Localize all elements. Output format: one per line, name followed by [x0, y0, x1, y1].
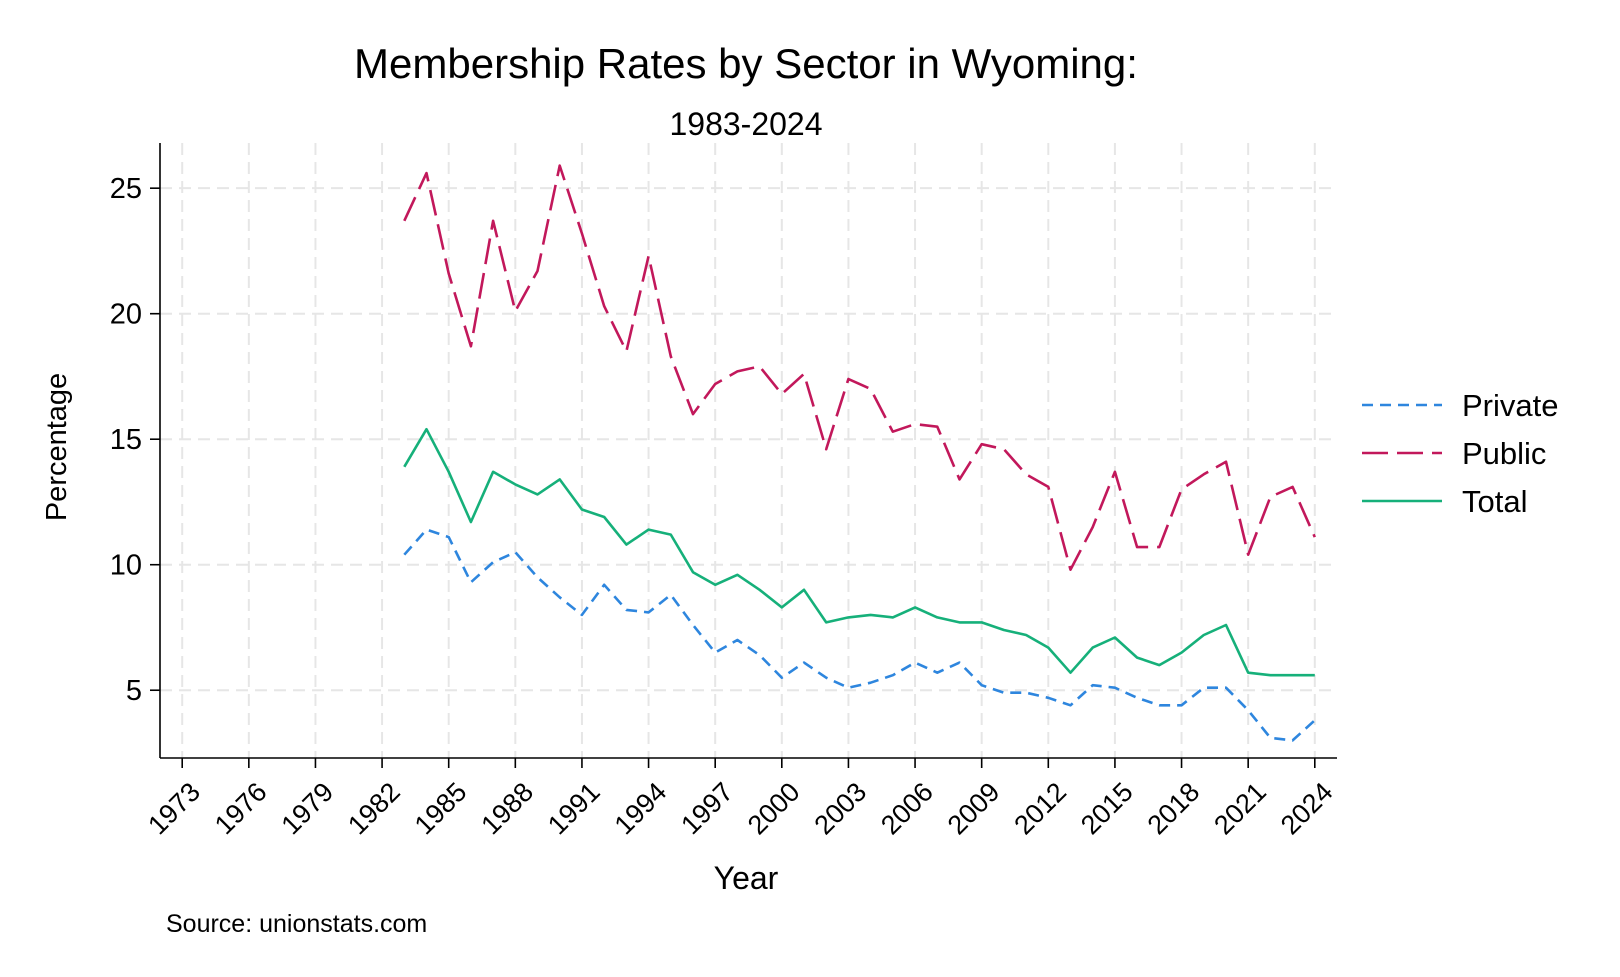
x-tick-label: 1973 [142, 777, 206, 841]
y-axis-ticks: 5 10 15 20 25 [110, 173, 160, 707]
series-line-private [403, 528, 1316, 742]
x-axis-ticks: 1973 1976 1979 1982 1985 1988 1991 1994 1997 2000… [142, 758, 1339, 841]
series-line-public [403, 164, 1316, 572]
legend-label-public: Public [1462, 436, 1546, 471]
series-lines [403, 164, 1316, 742]
x-tick-label: 2006 [875, 777, 939, 841]
x-tick-label: 1994 [609, 777, 673, 841]
legend-label-private: Private [1462, 388, 1558, 423]
x-tick-label: 2009 [942, 777, 1006, 841]
x-tick-label: 1991 [542, 777, 606, 841]
x-axis-label: Year [714, 860, 779, 896]
x-tick-label: 1982 [342, 777, 406, 841]
legend-label-total: Total [1462, 484, 1527, 519]
chart-title: Membership Rates by Sector in Wyoming: [354, 40, 1138, 87]
x-tick-label: 2015 [1075, 777, 1139, 841]
y-tick-label: 10 [110, 550, 142, 582]
x-tick-label: 2024 [1275, 777, 1339, 841]
y-tick-label: 15 [110, 424, 142, 456]
y-tick-label: 25 [110, 173, 142, 205]
x-tick-label: 2021 [1208, 777, 1272, 841]
axes [159, 143, 1337, 759]
x-tick-label: 2018 [1142, 777, 1206, 841]
y-tick-label: 5 [126, 675, 142, 707]
x-tick-label: 1997 [675, 777, 739, 841]
x-tick-label: 1988 [475, 777, 539, 841]
x-tick-label: 2003 [809, 777, 873, 841]
source-note: Source: unionstats.com [166, 910, 427, 938]
legend: Private Public Total [1362, 388, 1558, 519]
x-tick-label: 1979 [276, 777, 340, 841]
x-tick-label: 2012 [1008, 777, 1072, 841]
series-line-total [403, 427, 1315, 677]
grid-lines [160, 143, 1337, 758]
x-tick-label: 2000 [742, 777, 806, 841]
y-axis-label: Percentage [41, 373, 73, 521]
x-tick-label: 1976 [209, 777, 273, 841]
x-tick-label: 1985 [409, 777, 473, 841]
y-tick-label: 20 [110, 299, 142, 331]
chart-subtitle: 1983-2024 [669, 106, 822, 142]
